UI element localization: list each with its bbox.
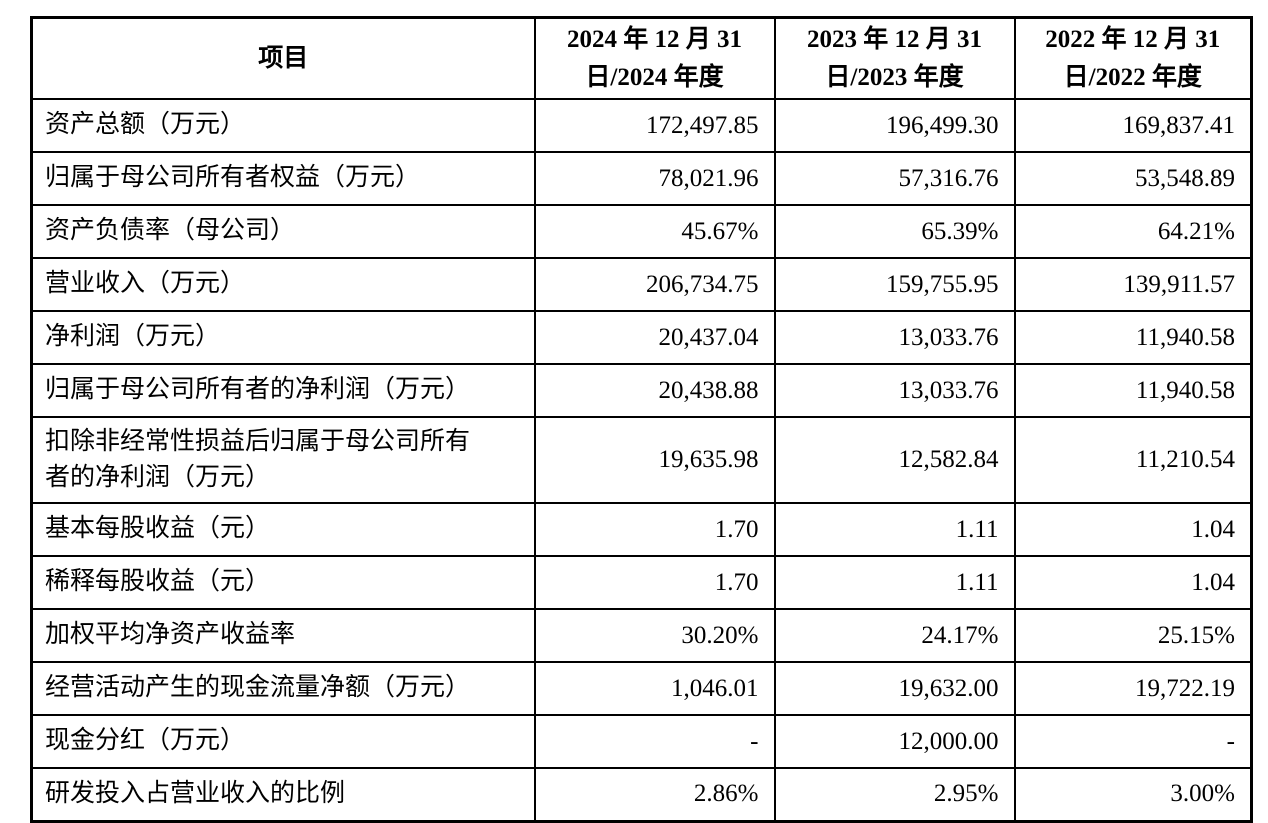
- value-2024: 1,046.01: [533, 661, 776, 716]
- row-label: 现金分红（万元）: [30, 714, 536, 769]
- value-2023: 12,582.84: [773, 416, 1016, 504]
- table-row-basic-eps: 基本每股收益（元） 1.70 1.11 1.04: [30, 502, 1253, 557]
- row-label: 净利润（万元）: [30, 310, 536, 365]
- column-header-2024: 2024 年 12 月 31 日/2024 年度: [533, 16, 776, 100]
- table-row-parent-net-profit: 归属于母公司所有者的净利润（万元） 20,438.88 13,033.76 11…: [30, 363, 1253, 418]
- column-header-item: 项目: [30, 16, 536, 100]
- value-2022: -: [1013, 714, 1253, 769]
- table-row-net-profit: 净利润（万元） 20,437.04 13,033.76 11,940.58: [30, 310, 1253, 365]
- value-2024: 2.86%: [533, 767, 776, 822]
- value-2022: 1.04: [1013, 502, 1253, 557]
- value-2024: 206,734.75: [533, 257, 776, 312]
- table-row-revenue: 营业收入（万元） 206,734.75 159,755.95 139,911.5…: [30, 257, 1253, 312]
- table-row-operating-cash-flow: 经营活动产生的现金流量净额（万元） 1,046.01 19,632.00 19,…: [30, 661, 1253, 716]
- row-label: 资产总额（万元）: [30, 98, 536, 153]
- table-row-total-assets: 资产总额（万元） 172,497.85 196,499.30 169,837.4…: [30, 98, 1253, 153]
- row-label: 营业收入（万元）: [30, 257, 536, 312]
- column-header-2022: 2022 年 12 月 31 日/2022 年度: [1013, 16, 1253, 100]
- value-2023: 13,033.76: [773, 310, 1016, 365]
- value-2023: 2.95%: [773, 767, 1016, 822]
- row-label: 归属于母公司所有者的净利润（万元）: [30, 363, 536, 418]
- value-2023: 19,632.00: [773, 661, 1016, 716]
- value-2024: 20,437.04: [533, 310, 776, 365]
- row-label: 扣除非经常性损益后归属于母公司所有 者的净利润（万元）: [30, 416, 536, 504]
- table-row-parent-equity: 归属于母公司所有者权益（万元） 78,021.96 57,316.76 53,5…: [30, 151, 1253, 206]
- row-label: 资产负债率（母公司）: [30, 204, 536, 259]
- value-2024: 172,497.85: [533, 98, 776, 153]
- value-2024: 20,438.88: [533, 363, 776, 418]
- row-label: 经营活动产生的现金流量净额（万元）: [30, 661, 536, 716]
- value-2023: 24.17%: [773, 608, 1016, 663]
- value-2022: 3.00%: [1013, 767, 1253, 822]
- value-2022: 169,837.41: [1013, 98, 1253, 153]
- table-row-weighted-roe: 加权平均净资产收益率 30.20% 24.17% 25.15%: [30, 608, 1253, 663]
- value-2024: 78,021.96: [533, 151, 776, 206]
- value-2022: 64.21%: [1013, 204, 1253, 259]
- financial-summary-table: 项目 2024 年 12 月 31 日/2024 年度 2023 年 12 月 …: [30, 16, 1253, 823]
- value-2024: 19,635.98: [533, 416, 776, 504]
- value-2022: 11,940.58: [1013, 310, 1253, 365]
- table-row-diluted-eps: 稀释每股收益（元） 1.70 1.11 1.04: [30, 555, 1253, 610]
- row-label: 归属于母公司所有者权益（万元）: [30, 151, 536, 206]
- value-2024: 30.20%: [533, 608, 776, 663]
- value-2022: 19,722.19: [1013, 661, 1253, 716]
- row-label: 基本每股收益（元）: [30, 502, 536, 557]
- value-2022: 11,210.54: [1013, 416, 1253, 504]
- value-2022: 11,940.58: [1013, 363, 1253, 418]
- table-row-debt-ratio: 资产负债率（母公司） 45.67% 65.39% 64.21%: [30, 204, 1253, 259]
- value-2023: 12,000.00: [773, 714, 1016, 769]
- value-2023: 65.39%: [773, 204, 1016, 259]
- value-2023: 159,755.95: [773, 257, 1016, 312]
- value-2024: 1.70: [533, 502, 776, 557]
- row-label: 研发投入占营业收入的比例: [30, 767, 536, 822]
- table-header-row: 项目 2024 年 12 月 31 日/2024 年度 2023 年 12 月 …: [30, 16, 1253, 100]
- value-2023: 196,499.30: [773, 98, 1016, 153]
- value-2024: 45.67%: [533, 204, 776, 259]
- value-2022: 139,911.57: [1013, 257, 1253, 312]
- value-2023: 1.11: [773, 502, 1016, 557]
- row-label: 加权平均净资产收益率: [30, 608, 536, 663]
- value-2023: 13,033.76: [773, 363, 1016, 418]
- row-label: 稀释每股收益（元）: [30, 555, 536, 610]
- table-row-cash-dividend: 现金分红（万元） - 12,000.00 -: [30, 714, 1253, 769]
- value-2023: 57,316.76: [773, 151, 1016, 206]
- table-row-deducted-net-profit: 扣除非经常性损益后归属于母公司所有 者的净利润（万元） 19,635.98 12…: [30, 416, 1253, 504]
- value-2024: 1.70: [533, 555, 776, 610]
- value-2022: 25.15%: [1013, 608, 1253, 663]
- column-header-2023: 2023 年 12 月 31 日/2023 年度: [773, 16, 1016, 100]
- table-row-rd-revenue-ratio: 研发投入占营业收入的比例 2.86% 2.95% 3.00%: [30, 767, 1253, 822]
- value-2022: 53,548.89: [1013, 151, 1253, 206]
- value-2023: 1.11: [773, 555, 1016, 610]
- value-2022: 1.04: [1013, 555, 1253, 610]
- value-2024: -: [533, 714, 776, 769]
